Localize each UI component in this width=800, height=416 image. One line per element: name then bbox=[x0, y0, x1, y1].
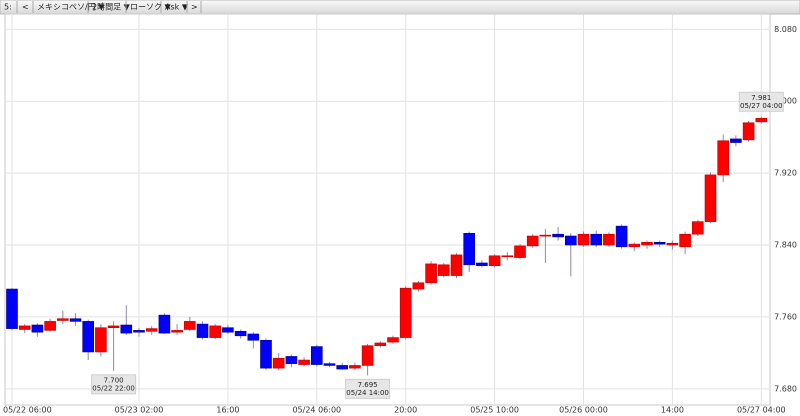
candle-body bbox=[476, 262, 488, 266]
x-tick-label: 16:00 bbox=[216, 406, 239, 415]
candle-body bbox=[6, 288, 18, 329]
candle-body bbox=[95, 327, 107, 353]
x-tick-label: 14:00 bbox=[661, 406, 684, 415]
candle-body bbox=[158, 314, 171, 334]
period-select[interactable]: 2時間足 ▼ bbox=[92, 3, 131, 12]
candle-body bbox=[539, 234, 552, 237]
annotation-price: 7.981 bbox=[751, 94, 771, 102]
candle-body bbox=[260, 339, 272, 369]
candle-body bbox=[755, 117, 768, 123]
candle-body bbox=[628, 243, 641, 248]
price-select[interactable]: Ask ▼ bbox=[165, 3, 189, 12]
candle-body bbox=[463, 233, 476, 266]
next-button[interactable]: > bbox=[191, 3, 198, 12]
x-tick-label: 05/24 06:00 bbox=[292, 406, 341, 415]
candle-body bbox=[717, 140, 730, 176]
candle-body bbox=[514, 245, 526, 258]
annotation-box bbox=[345, 378, 391, 399]
candle-body bbox=[691, 221, 704, 235]
candle-body bbox=[145, 328, 158, 332]
annotation-time: 05/27 04:00 bbox=[740, 102, 783, 110]
annotation-time: 05/24 14:00 bbox=[346, 389, 389, 397]
x-tick-label: 05/27 04:00 bbox=[737, 406, 786, 415]
pane-label: 5: bbox=[4, 3, 12, 12]
prev-button[interactable]: < bbox=[22, 3, 29, 12]
annotation-box bbox=[738, 91, 784, 112]
y-tick-label: 8.080 bbox=[774, 25, 797, 34]
candle-body bbox=[272, 357, 285, 369]
y-tick-label: 7.840 bbox=[774, 241, 797, 250]
candle-body bbox=[56, 318, 69, 321]
x-tick-label: 05/23 02:00 bbox=[115, 406, 164, 415]
candle-body bbox=[82, 321, 94, 353]
candle-body bbox=[603, 233, 615, 246]
candle-body bbox=[171, 330, 183, 333]
candle-body bbox=[222, 327, 234, 333]
candle-body bbox=[247, 333, 260, 341]
candle-body bbox=[196, 323, 209, 338]
annotation-price: 7.695 bbox=[358, 381, 378, 389]
candle-body bbox=[526, 235, 539, 247]
candle-body bbox=[730, 138, 742, 143]
annotation-box bbox=[91, 374, 137, 395]
x-tick-label: 05/26 00:00 bbox=[559, 406, 608, 415]
candle-body bbox=[425, 263, 437, 284]
candle-body bbox=[298, 359, 310, 365]
candle-body bbox=[412, 282, 425, 290]
candle-body bbox=[653, 242, 666, 245]
candle-body bbox=[184, 321, 196, 330]
candle-body bbox=[742, 122, 755, 141]
candle-body bbox=[590, 233, 603, 246]
y-tick-label: 8.000 bbox=[774, 97, 797, 106]
candle-body bbox=[44, 321, 56, 331]
candle-body bbox=[18, 325, 31, 330]
candle-body bbox=[666, 242, 679, 246]
annotation-price: 7.700 bbox=[104, 376, 124, 384]
candle-body bbox=[285, 356, 298, 364]
x-tick-label: 20:00 bbox=[394, 406, 417, 415]
x-tick-label: 05/25 10:00 bbox=[470, 406, 519, 415]
annotation-time: 05/22 22:00 bbox=[92, 384, 135, 392]
pair-select[interactable]: メキシコペソ/円 ▼ bbox=[37, 3, 105, 12]
candle-body bbox=[437, 264, 450, 276]
candle-body bbox=[209, 325, 221, 338]
candle-body bbox=[641, 242, 653, 246]
candle-body bbox=[399, 287, 412, 338]
y-tick-label: 7.920 bbox=[774, 169, 797, 178]
candle-body bbox=[450, 254, 463, 276]
candle-body bbox=[69, 318, 82, 322]
candle-body bbox=[488, 255, 501, 266]
candle-body bbox=[387, 337, 399, 343]
plot-area bbox=[4, 13, 771, 406]
candle-body bbox=[107, 325, 120, 328]
candle-body bbox=[349, 365, 361, 369]
candle-body bbox=[704, 174, 717, 222]
y-tick-label: 7.680 bbox=[774, 384, 797, 393]
candle-body bbox=[120, 324, 133, 334]
candle-body bbox=[615, 225, 628, 248]
candle-body bbox=[361, 345, 374, 366]
candle-body bbox=[564, 235, 577, 246]
candle-body bbox=[501, 255, 514, 258]
toolbar-items: 5: < メキシコペソ/円 ▼ 2時間足 ▼ ローソク ▼ Ask ▼ > bbox=[4, 1, 202, 13]
style-select[interactable]: ローソク ▼ bbox=[130, 3, 172, 12]
candle-body bbox=[310, 346, 323, 365]
candle-body bbox=[679, 233, 691, 248]
candle-body bbox=[323, 363, 336, 366]
candle-body bbox=[552, 233, 564, 238]
y-tick-label: 7.760 bbox=[774, 312, 797, 321]
candle-body bbox=[374, 342, 387, 346]
candle-body bbox=[133, 330, 145, 333]
candle-body bbox=[577, 233, 590, 246]
candle-body bbox=[234, 330, 247, 337]
candle-body bbox=[31, 324, 44, 333]
x-tick-label: 05/22 06:00 bbox=[3, 406, 52, 415]
candle-body bbox=[336, 365, 349, 370]
